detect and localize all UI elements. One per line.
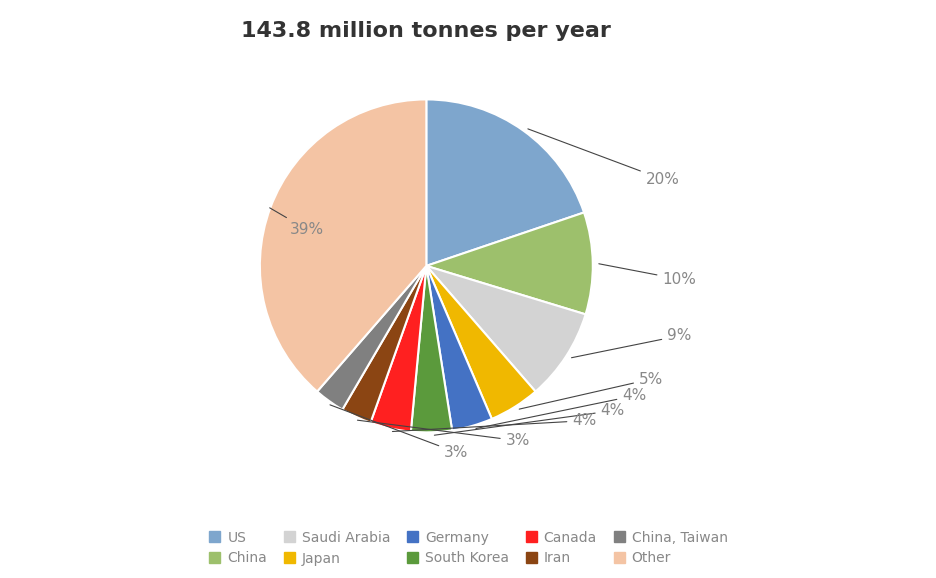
Text: 4%: 4% [434, 403, 624, 435]
Title: 143.8 million tonnes per year: 143.8 million tonnes per year [241, 21, 610, 41]
Wedge shape [426, 266, 535, 419]
Text: 3%: 3% [358, 420, 530, 448]
Text: 5%: 5% [519, 372, 663, 409]
Text: 9%: 9% [571, 328, 691, 358]
Wedge shape [426, 266, 585, 391]
Wedge shape [426, 99, 583, 266]
Text: 20%: 20% [527, 129, 679, 187]
Text: 4%: 4% [475, 388, 646, 428]
Text: 10%: 10% [598, 264, 695, 287]
Wedge shape [259, 99, 426, 391]
Text: 4%: 4% [392, 413, 596, 432]
Wedge shape [342, 266, 426, 423]
Wedge shape [316, 266, 426, 410]
Text: 39%: 39% [270, 208, 323, 237]
Legend: US, China, Saudi Arabia, Japan, Germany, South Korea, Canada, Iran, China, Taiwa: US, China, Saudi Arabia, Japan, Germany,… [203, 525, 733, 571]
Wedge shape [410, 266, 452, 432]
Wedge shape [370, 266, 426, 432]
Wedge shape [426, 266, 491, 431]
Text: 3%: 3% [329, 405, 468, 460]
Wedge shape [426, 213, 592, 314]
